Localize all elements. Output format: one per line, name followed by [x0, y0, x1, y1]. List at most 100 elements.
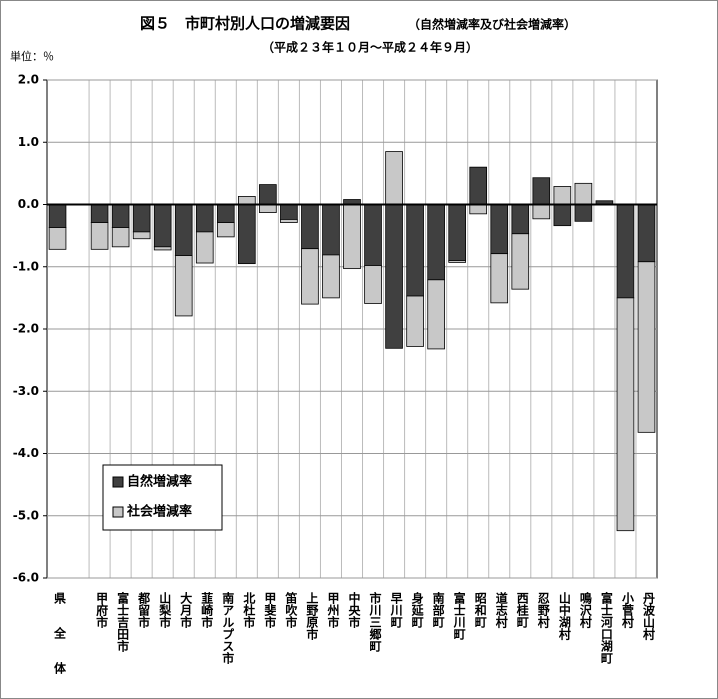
bar-segment [406, 204, 424, 297]
legend-swatch [112, 506, 124, 518]
bar-segment [48, 204, 67, 228]
x-tick-label: 甲府市 [95, 592, 109, 629]
bar-segment [469, 204, 488, 215]
bar-segment [322, 254, 340, 299]
y-tick-label: 1.0 [18, 135, 39, 149]
bar-segment [195, 204, 214, 233]
bar-segment [364, 204, 382, 266]
y-tick-label: -2.0 [13, 322, 39, 336]
x-tick-label: 南部町 [431, 591, 445, 629]
bar-segment [174, 255, 193, 317]
legend-label: 自然増減率 [127, 474, 192, 490]
bar-segment [490, 204, 509, 255]
x-tick-label: 富士河口湖町 [599, 591, 613, 665]
bar-segment [406, 295, 424, 347]
bar-segment [216, 222, 235, 238]
bar-segment [90, 204, 109, 223]
bar-segment [174, 204, 193, 256]
chart-title: 図５ 市町村別人口の増減要因 [140, 15, 350, 33]
bar-segment [259, 204, 277, 213]
bar-segment [132, 204, 151, 233]
x-tick-label: 上野原市 [305, 591, 319, 641]
y-tick-label: -4.0 [13, 446, 39, 460]
x-tick-label: 南アルプス市 [221, 591, 235, 665]
bar-segment [427, 279, 445, 350]
bar-segment [238, 196, 256, 205]
x-tick-label: 小菅村 [620, 591, 634, 629]
bar-segment [153, 204, 172, 248]
bar-segment [637, 261, 656, 433]
x-tick-label: 甲斐市 [263, 592, 277, 629]
title-group: 図５ 市町村別人口の増減要因 （自然増減率及び社会増減率） [140, 15, 576, 33]
x-tick-label: 西桂町 [515, 592, 529, 629]
bar-segment [111, 227, 130, 248]
bar-segment [195, 231, 214, 264]
bar-segment [259, 184, 277, 205]
x-tick-label: 忍野村 [536, 592, 550, 629]
bar-segment [511, 204, 530, 235]
bar-segment [153, 246, 172, 251]
x-tick-label: 山中湖村 [557, 591, 571, 641]
x-tick-label: 身延町 [410, 591, 424, 629]
bar-segment [511, 233, 530, 290]
x-tick-label: 山梨市 [158, 591, 172, 629]
bar-segment [48, 227, 67, 250]
bar-segment [111, 204, 130, 228]
legend-label: 社会増減率 [126, 504, 192, 520]
bar-segment [90, 222, 109, 250]
bar-segment [238, 204, 256, 265]
bar-segment [553, 204, 572, 227]
bar-segment [448, 204, 466, 261]
x-tick-label: 大月市 [179, 591, 193, 629]
x-tick-label: 早川町 [389, 592, 403, 629]
y-tick-label: -1.0 [13, 259, 39, 273]
x-tick-label: 丹波山村 [641, 592, 655, 641]
y-tick-label: 2.0 [18, 73, 39, 87]
bar-segment [574, 182, 593, 205]
x-tick-label: 市川三郷町 [368, 591, 382, 653]
x-tick-label: 韮崎市 [200, 591, 214, 629]
x-tick-label: 都留市 [137, 591, 151, 629]
bar-segment [385, 151, 403, 205]
bar-segment [532, 204, 551, 220]
x-tick-label: 道志村 [494, 591, 508, 629]
y-tick-label: 0.0 [18, 197, 39, 211]
bar-segment [616, 297, 635, 532]
y-tick-label: -6.0 [13, 571, 39, 585]
bar-segment [280, 219, 298, 223]
bar-segment [301, 248, 319, 305]
x-tick-label: 富士川町 [452, 591, 466, 641]
x-tick-label: 笛吹市 [284, 591, 298, 629]
bar-segment [385, 204, 403, 349]
bar-segment [280, 204, 298, 220]
bar-segment [490, 253, 509, 304]
bar-segment [616, 204, 635, 299]
chart-subtitle: （平成２３年１０月～平成２４年９月） [262, 40, 478, 55]
bar-segment [216, 204, 235, 223]
bar-segment [301, 204, 319, 250]
bar-segment [132, 231, 151, 240]
unit-label: 単位：％ [10, 49, 54, 63]
x-tick-label: 甲州市 [326, 592, 340, 629]
y-tick-label: -5.0 [13, 508, 39, 522]
x-tick-label: 昭和町 [473, 592, 487, 629]
x-tick-label: 北杜市 [242, 591, 256, 629]
x-tick-label: 県全体 [53, 592, 67, 697]
bar-segment [364, 265, 382, 304]
bar-segment [532, 177, 551, 205]
bar-segment [322, 204, 340, 256]
bar-segment [448, 260, 466, 263]
x-tick-label: 中央市 [347, 591, 361, 629]
legend-box [102, 464, 223, 531]
title-note: （自然増減率及び社会増減率） [408, 17, 576, 32]
bar-segment [343, 204, 361, 270]
bar-segment [637, 204, 656, 263]
x-tick-label: 鳴沢村 [578, 591, 592, 629]
bar-segment [469, 166, 488, 205]
y-tick-label: -3.0 [13, 384, 39, 398]
x-tick-label: 富士吉田市 [116, 591, 130, 653]
bar-segment [574, 204, 593, 222]
bar-segment [427, 204, 445, 281]
legend-swatch [112, 476, 124, 488]
